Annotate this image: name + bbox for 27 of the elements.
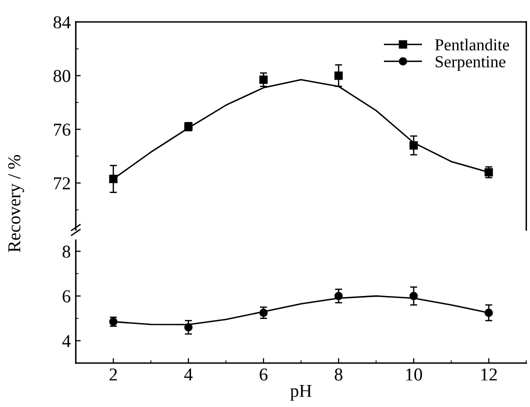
y-tick-label: 76 [54,124,70,136]
x-tick-label: 12 [481,368,497,380]
point [484,168,493,176]
x-tick-label: 6 [260,368,268,381]
y-tick-label: 80 [54,70,70,82]
y-tick-label: 6 [62,290,70,302]
point [184,323,193,332]
y-tick-label: 84 [54,16,71,28]
x-tick-label: 4 [184,368,193,380]
y-tick-label: 8 [62,246,70,258]
point [259,308,268,317]
x-tick-label: 10 [406,368,422,381]
x-tick-label: 2 [110,368,117,380]
point [259,76,268,84]
point [410,141,418,150]
y-tick-label: 4 [62,335,71,347]
x-axis-title: pH [290,384,312,401]
legend-label: Serpentine [436,56,506,71]
point [334,71,343,80]
point [334,292,343,300]
y-tick-label: 72 [54,177,70,190]
legend-label: Pentlandite [435,38,510,50]
point [109,174,118,184]
x-tick-label: 8 [334,368,342,381]
point [484,308,493,317]
point [410,292,418,300]
y-axis-title: Recovery / % [8,154,24,252]
